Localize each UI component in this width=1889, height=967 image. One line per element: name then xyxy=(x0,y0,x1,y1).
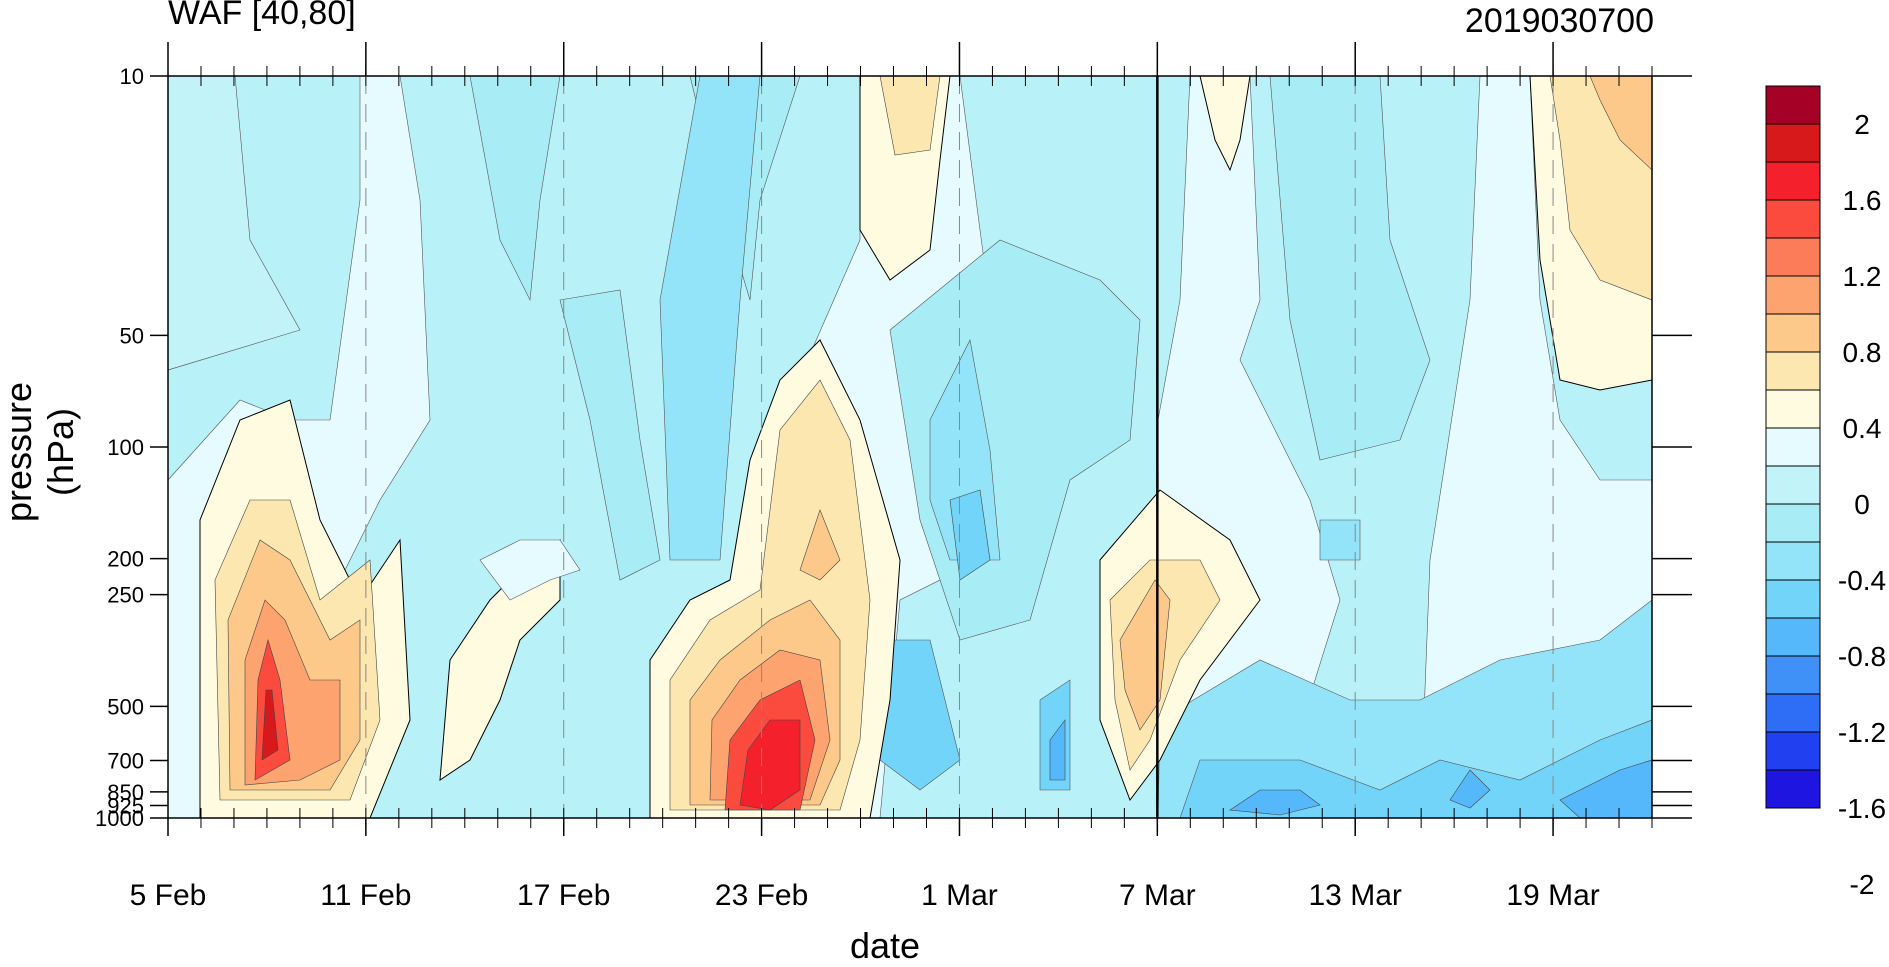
x-tick-label: 5 Feb xyxy=(130,879,207,912)
x-tick-label: 11 Feb xyxy=(320,879,411,912)
y-tick-label: 850 xyxy=(107,780,144,805)
colorbar-swatch xyxy=(1765,199,1821,239)
y-tick-label: 250 xyxy=(107,583,144,608)
x-tick-label: 17 Feb xyxy=(517,879,610,912)
colorbar-swatch xyxy=(1765,465,1821,505)
colorbar-label: -1.2 xyxy=(1838,717,1886,748)
y-tick-label: 925 xyxy=(107,793,144,818)
y-tick-label: 200 xyxy=(107,547,144,572)
colorbar-swatch xyxy=(1765,617,1821,657)
x-axis-label: date xyxy=(850,925,921,966)
colorbar-swatch xyxy=(1765,161,1821,201)
colorbar-swatch xyxy=(1765,85,1821,125)
colorbar-swatch xyxy=(1765,769,1821,809)
colorbar-label: 1.2 xyxy=(1843,261,1882,292)
colorbar-label: -0.4 xyxy=(1838,565,1886,596)
chart-subtitle: 2019030700 xyxy=(1464,2,1654,40)
colorbar-swatch xyxy=(1765,313,1821,353)
x-tick-label: 1 Mar xyxy=(921,879,998,912)
colorbar: 2 1.6 1.2 0.8 0.4 0 -0.4 -0.8 -1.2 -1.6 -2 xyxy=(1765,85,1886,900)
colorbar-label: -1.6 xyxy=(1838,793,1886,824)
colorbar-swatch xyxy=(1765,503,1821,543)
colorbar-swatch xyxy=(1765,351,1821,391)
y-tick-label: 700 xyxy=(107,749,144,774)
colorbar-swatch xyxy=(1765,693,1821,733)
y-tick-label: 100 xyxy=(107,435,144,460)
colorbar-label: 0 xyxy=(1854,489,1870,520)
colorbar-swatch xyxy=(1765,275,1821,315)
x-tick-label: 7 Mar xyxy=(1119,879,1196,912)
colorbar-label: 0.8 xyxy=(1843,337,1882,368)
colorbar-label: -0.8 xyxy=(1838,641,1886,672)
colorbar-label: 1.6 xyxy=(1843,185,1882,216)
chart-title: WAF [40,80] xyxy=(168,0,356,32)
colorbar-swatch xyxy=(1765,427,1821,467)
colorbar-swatch xyxy=(1765,579,1821,619)
colorbar-swatch xyxy=(1765,389,1821,429)
colorbar-swatch xyxy=(1765,237,1821,277)
x-tick-label: 13 Mar xyxy=(1309,879,1402,912)
colorbar-swatch xyxy=(1765,655,1821,695)
y-tick-label: 1000 xyxy=(95,806,144,831)
x-ticks: 5 Feb 11 Feb 17 Feb 23 Feb 1 Mar 7 Mar 13 Mar 1… xyxy=(130,42,1600,912)
colorbar-swatch xyxy=(1765,731,1821,771)
y-tick-label: 50 xyxy=(120,323,144,348)
colorbar-swatch xyxy=(1765,541,1821,581)
y-tick-label: 10 xyxy=(120,64,144,89)
colorbar-label: 0.4 xyxy=(1843,413,1882,444)
y-tick-label: 500 xyxy=(107,694,144,719)
colorbar-label: 2 xyxy=(1854,109,1870,140)
x-tick-label: 19 Mar xyxy=(1506,879,1599,912)
contour-field xyxy=(168,76,1652,818)
colorbar-label: -2 xyxy=(1850,869,1875,900)
colorbar-swatch xyxy=(1765,123,1821,163)
x-tick-label: 23 Feb xyxy=(715,879,808,912)
